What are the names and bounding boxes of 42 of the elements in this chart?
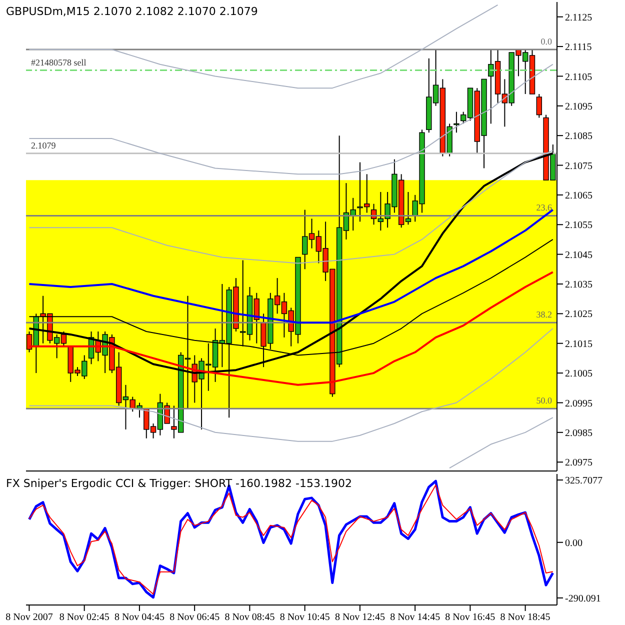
x-tick-label: 8 Nov 04:45 <box>114 612 164 624</box>
y-tick-label: 2.1055 <box>565 220 592 232</box>
x-tick-label: 8 Nov 06:45 <box>170 612 220 624</box>
y-tick-label: 0.00 <box>565 538 582 549</box>
y-tick-label: 2.1115 <box>565 42 592 54</box>
candlestick <box>536 94 542 118</box>
x-tick-label: 8 Nov 18:45 <box>500 612 550 624</box>
y-tick-label: 2.1005 <box>565 368 592 380</box>
y-tick-label: 2.1095 <box>565 101 592 112</box>
candlestick <box>454 111 460 134</box>
y-tick-label: 2.1035 <box>565 280 592 291</box>
x-tick-label: 8 Nov 08:45 <box>224 612 275 624</box>
y-tick-label: 2.1025 <box>565 309 592 320</box>
y-tick-label: 2.1075 <box>565 160 592 172</box>
x-tick-label: 8 Nov 10:45 <box>280 612 330 624</box>
y-tick-label: 2.1125 <box>565 12 592 24</box>
y-tick-label: 2.0995 <box>565 398 592 410</box>
y-tick-label: 2.1105 <box>565 72 592 83</box>
x-tick-label: 8 Nov 02:45 <box>59 612 110 624</box>
annotation: 50.0 <box>536 396 552 406</box>
x-tick-label: 8 Nov 14:45 <box>390 612 440 624</box>
y-tick-label: 2.0985 <box>565 428 592 439</box>
x-tick-label: 8 Nov 12:45 <box>334 612 385 624</box>
y-tick-label: 2.1045 <box>565 250 592 261</box>
chart-title: FX Sniper's Ergodic CCI & Trigger: SHORT -160.1982 -153.1902 <box>6 477 352 490</box>
annotation: 38.2 <box>536 310 552 320</box>
line-series <box>28 150 554 264</box>
x-tick-label: 8 Nov 16:45 <box>445 612 496 624</box>
y-tick-label: 2.1065 <box>565 190 592 202</box>
y-tick-label: 2.1015 <box>565 338 592 350</box>
line-series <box>449 417 554 469</box>
line-series <box>28 328 554 442</box>
x-tick-label: 8 Nov 2007 <box>6 612 53 624</box>
y-tick-label: 2.0975 <box>565 458 592 469</box>
y-tick-label: 2.1085 <box>565 131 592 142</box>
ref-line-label: #21480578 sell <box>31 57 87 68</box>
annotation: 0.0 <box>540 36 552 46</box>
ref-line-label: 2.1079 <box>31 140 56 150</box>
chart-title: GBPUSDm,M15 2.1070 2.1082 2.1070 2.1079 <box>6 5 258 18</box>
y-tick-label: 325.7077 <box>565 476 602 487</box>
annotation: 23.6 <box>536 202 552 213</box>
y-tick-label: -290.091 <box>565 593 601 604</box>
